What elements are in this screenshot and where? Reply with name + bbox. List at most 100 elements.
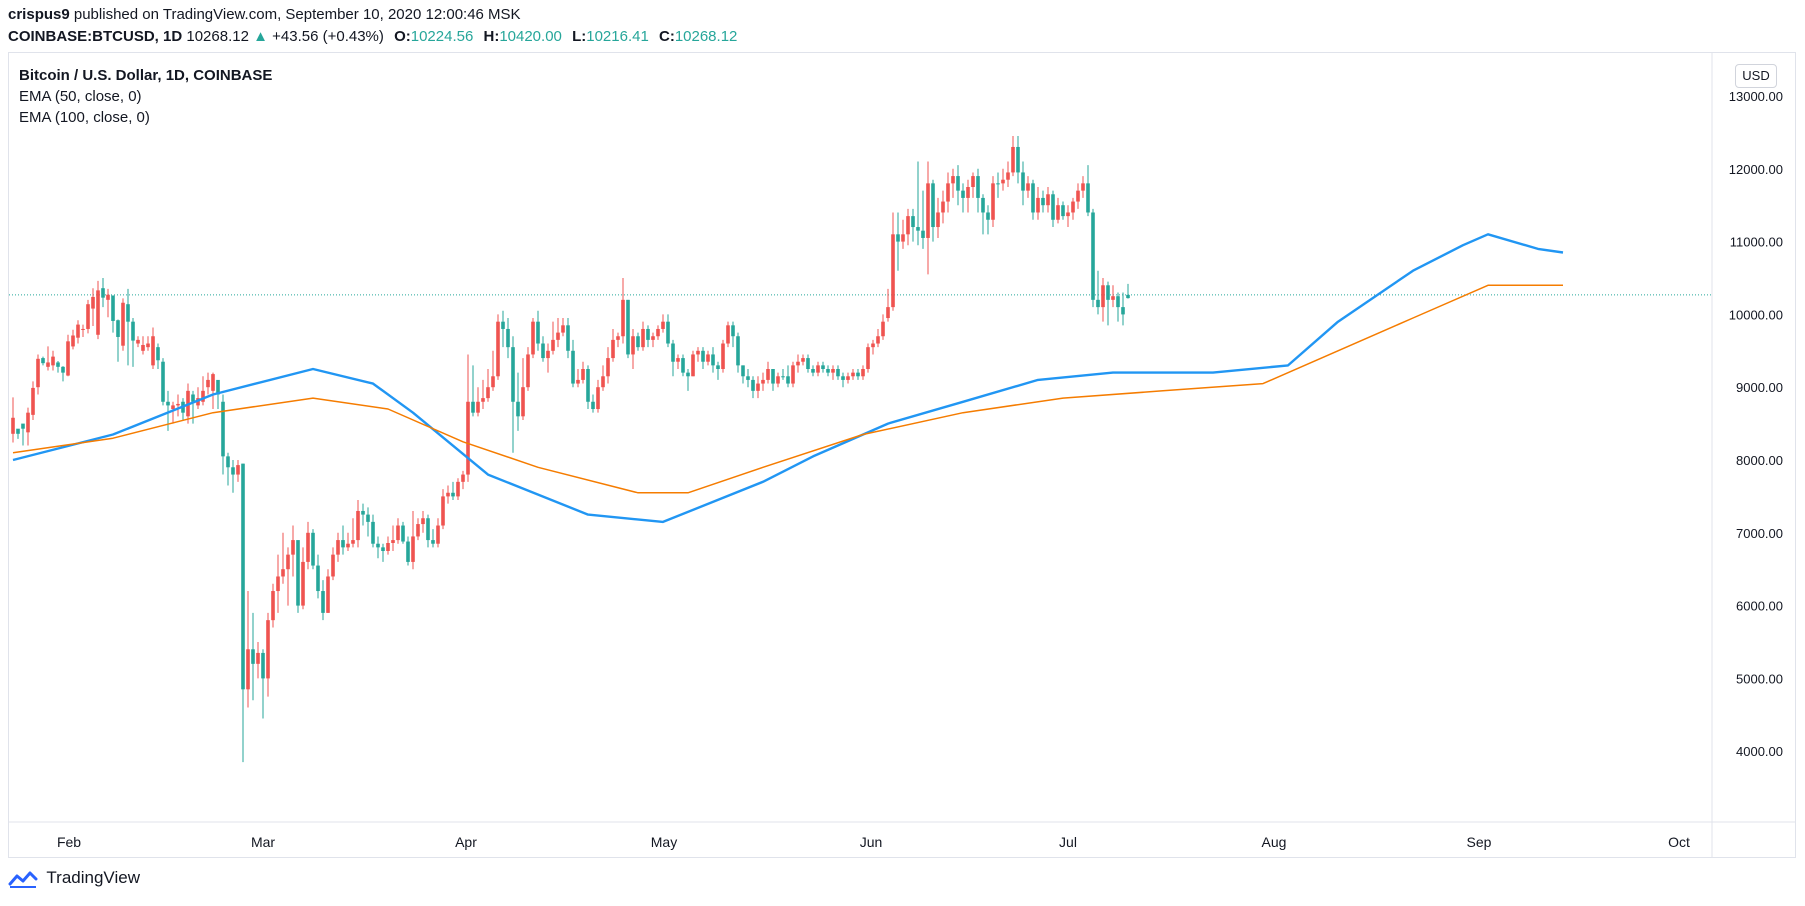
candle [126, 288, 130, 366]
candle [231, 460, 235, 493]
candle [406, 536, 410, 566]
symbol-summary: COINBASE:BTCUSD, 1D 10268.12 ▲ +43.56 (+… [8, 28, 737, 45]
candle [1086, 165, 1090, 217]
candle [396, 518, 400, 544]
candle-body [461, 474, 465, 482]
legend-ema100[interactable]: EMA (100, close, 0) [19, 109, 150, 126]
candle-body [331, 554, 335, 577]
candle [71, 329, 75, 350]
candle-body [1121, 307, 1125, 315]
candle-body [1096, 299, 1100, 308]
candle-body [266, 620, 270, 679]
candle-body [1071, 201, 1075, 213]
candle [146, 336, 150, 351]
candle [836, 365, 840, 380]
candle [916, 161, 920, 246]
candle-body [836, 369, 840, 377]
candle-body [651, 336, 655, 340]
candle-body [31, 387, 35, 415]
candle [796, 354, 800, 373]
brand-name: TradingView [46, 868, 140, 887]
candle [436, 518, 440, 548]
candle [486, 369, 490, 402]
candle-body [311, 532, 315, 566]
candle [931, 179, 935, 242]
candle [426, 514, 430, 548]
candle-body [401, 525, 405, 542]
candle-body [101, 288, 105, 298]
candle [136, 336, 140, 348]
candle-body [496, 321, 500, 377]
candle-body [291, 540, 295, 555]
candle-body [231, 467, 235, 475]
candle-body [491, 376, 495, 388]
candle-body [886, 307, 890, 319]
candle [101, 278, 105, 308]
candle [641, 321, 645, 351]
candle-body [771, 369, 775, 384]
candle [846, 372, 850, 384]
publisher-name[interactable]: crispus9 [8, 6, 70, 23]
candle-body [341, 540, 345, 548]
candle-body [146, 343, 150, 348]
ema-layer [12, 233, 1564, 524]
candle-body [411, 536, 415, 562]
candle [551, 321, 555, 355]
candle-body [991, 183, 995, 220]
candle [291, 525, 295, 577]
candle-body [531, 321, 535, 355]
candle [526, 347, 530, 391]
candle [36, 354, 40, 395]
x-tick-label: Apr [455, 834, 477, 850]
x-tick-label: Aug [1262, 834, 1287, 850]
candle-body [861, 369, 865, 377]
candle-body [576, 379, 580, 384]
candle-body [536, 321, 540, 344]
candle-body [761, 379, 765, 384]
candle [591, 394, 595, 413]
axis-labels-layer: 13000.00 12000.00 11000.00 10000.00 9000.00 8… [57, 89, 1783, 850]
candle-body [971, 176, 975, 187]
candle [286, 547, 290, 606]
candle [611, 328, 615, 362]
candle-body [251, 649, 255, 664]
candle [951, 168, 955, 198]
candle-body [656, 328, 660, 337]
chart-frame [8, 52, 1796, 858]
candle-body [51, 356, 55, 366]
y-tick-label: 13000.00 [1729, 89, 1783, 104]
candle [851, 369, 855, 380]
candle [261, 649, 265, 719]
candle [971, 172, 975, 198]
low-value: 10216.41 [586, 28, 649, 45]
candle-body [911, 216, 915, 228]
candle [746, 369, 750, 388]
candle [816, 361, 820, 377]
currency-button[interactable]: USD [1735, 64, 1777, 88]
candle [691, 350, 695, 377]
candle [701, 347, 705, 369]
candle-body [166, 401, 170, 406]
price-change: +43.56 (+0.43%) [272, 28, 384, 45]
brand[interactable]: TradingView [8, 868, 140, 888]
candle [616, 332, 620, 348]
candle-body [281, 569, 285, 577]
candle [496, 314, 500, 380]
candle [826, 365, 830, 377]
candle-body [161, 361, 165, 402]
candle-body [891, 234, 895, 308]
candle [491, 350, 495, 391]
candle [421, 510, 425, 533]
candle-body [431, 540, 435, 544]
candle-body [806, 358, 810, 369]
candle [541, 336, 545, 362]
legend-ema50[interactable]: EMA (50, close, 0) [19, 88, 142, 105]
candle [131, 318, 135, 367]
candle [1011, 136, 1015, 177]
candle [831, 365, 835, 380]
candle-body [816, 365, 820, 373]
candle [516, 372, 520, 431]
candle-body [626, 299, 630, 355]
candle [91, 288, 95, 327]
